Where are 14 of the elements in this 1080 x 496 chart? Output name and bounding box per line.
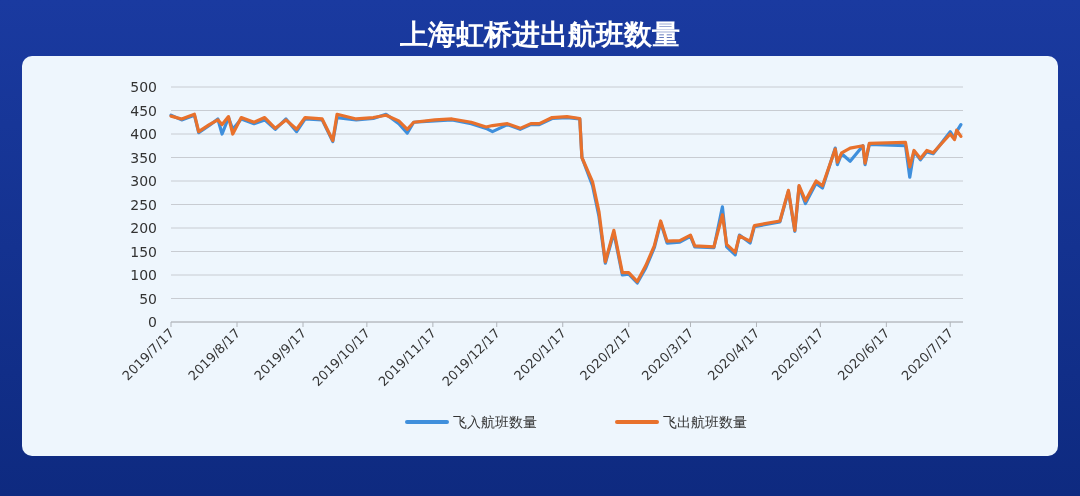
chart-title: 上海虹桥进出航班数量 — [399, 18, 680, 51]
y-tick-label: 450 — [130, 102, 157, 119]
y-tick-label: 400 — [130, 126, 157, 142]
y-tick-label: 100 — [130, 267, 157, 283]
y-tick-label: 150 — [130, 243, 157, 260]
legend-label: 飞出航班数量 — [663, 414, 747, 430]
y-tick-label: 500 — [130, 79, 157, 95]
y-tick-label: 0 — [148, 314, 157, 330]
legend-label: 飞入航班数量 — [453, 414, 537, 430]
y-tick-label: 300 — [130, 173, 157, 189]
y-tick-label: 350 — [130, 149, 157, 166]
y-tick-label: 200 — [130, 220, 157, 236]
y-tick-label: 50 — [139, 290, 157, 307]
y-tick-label: 250 — [130, 196, 157, 213]
